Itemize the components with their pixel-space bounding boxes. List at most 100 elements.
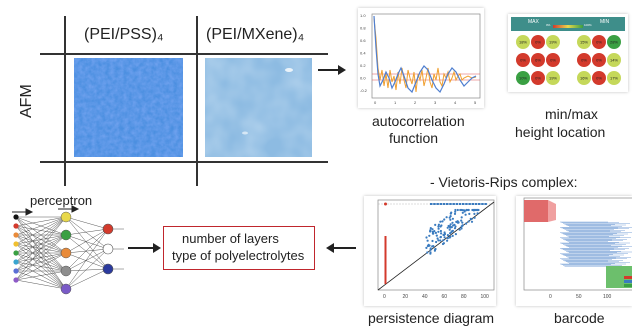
ac-ytick-label: 0.2 — [360, 63, 366, 68]
minmax-cell-label: 10% — [519, 76, 527, 81]
minmax-caption-2: height location — [515, 124, 606, 140]
ac-xtick-label: 0 — [374, 100, 377, 105]
minmax-cell — [577, 53, 591, 67]
minmax-cell-label: 0% — [550, 58, 556, 63]
minmax-cell-label: 0% — [596, 40, 602, 45]
autocorrelation-caption-2: function — [389, 130, 439, 146]
pd-xtick-label: 60 — [442, 294, 448, 300]
minmax-cell — [546, 35, 560, 49]
ac-xtick-label: 5 — [474, 100, 477, 105]
minmax-cell — [592, 53, 606, 67]
ac-ytick-label: 0.4 — [360, 51, 366, 56]
table-bottom-line — [40, 161, 328, 163]
afm-image-pei-mxene — [205, 58, 312, 157]
minmax-heatmap: MAX MIN 0% 100% 18% 0% 19% 0% 6% 0% 10% 0% 19% 15… — [508, 14, 628, 92]
col-header-pei-mxene: (PEI/MXene)₄ — [206, 26, 305, 43]
ac-ytick-label: 1.0 — [360, 13, 366, 18]
vietoris-rips-title: - Vietoris-Rips complex: — [430, 174, 578, 190]
minmax-header-bar — [511, 17, 625, 31]
ac-ytick-label: 0.8 — [360, 26, 366, 31]
minmax-cell — [531, 53, 545, 67]
input-node — [13, 232, 19, 238]
autocorrelation-caption-1: autocorrelation — [372, 113, 465, 129]
minmax-cell-label: 0% — [596, 76, 602, 81]
autocorrelation-plot: 1.0 0.8 0.6 0.4 0.2 0.0 -0.2 0 1 2 3 4 5 — [358, 8, 484, 108]
table-vertical-line-1 — [64, 16, 66, 186]
colorbar — [553, 25, 583, 28]
hidden-node — [60, 229, 72, 241]
input-node — [13, 250, 19, 256]
input-node — [13, 223, 19, 229]
input-node — [13, 268, 19, 274]
minmax-cell — [607, 53, 621, 67]
ac-ytick-label: 0.6 — [360, 38, 366, 43]
minmax-cell-label: 15% — [580, 40, 588, 45]
hidden-node — [60, 283, 72, 295]
minmax-cell-label: 14% — [610, 58, 618, 63]
colorbar-right-label: 100% — [584, 23, 592, 27]
table-vertical-line-2 — [196, 16, 198, 186]
minmax-cell-label: 17% — [610, 76, 618, 81]
blue-series-line — [373, 15, 477, 94]
arrow-left — [326, 243, 356, 253]
pd-xtick-label: 20 — [403, 294, 409, 300]
minmax-cell — [607, 35, 621, 49]
header-min: MIN — [600, 19, 610, 25]
pd-xtick-label: 100 — [481, 294, 490, 300]
output-node — [102, 223, 114, 235]
output-line-1: number of layers — [182, 231, 279, 246]
minmax-cell — [577, 71, 591, 85]
minmax-cell-label: 16% — [580, 76, 588, 81]
perceptron-label: perceptron — [30, 193, 93, 208]
input-node — [13, 214, 19, 220]
minmax-cell — [516, 35, 530, 49]
table-header-line — [40, 53, 328, 55]
input-node — [13, 241, 19, 247]
minmax-cell — [577, 35, 591, 49]
ac-ytick-label: -0.2 — [360, 88, 368, 93]
minmax-cell-label: 19% — [549, 76, 557, 81]
bc-xtick-label: 50 — [576, 294, 582, 300]
pd-xtick-label: 80 — [461, 294, 467, 300]
colorbar-left-label: 0% — [546, 23, 551, 27]
hidden-node — [60, 247, 72, 259]
minmax-cell — [546, 71, 560, 85]
persistence-caption: persistence diagram — [368, 310, 495, 326]
minmax-cell — [592, 71, 606, 85]
minmax-cell — [546, 53, 560, 67]
hidden-node — [60, 211, 72, 223]
minmax-cell-label: 6% — [535, 58, 541, 63]
h0-bar-points — [384, 236, 387, 284]
afm-image-pei-pss — [74, 58, 183, 157]
ac-xtick-label: 3 — [434, 100, 437, 105]
arrow-right-2 — [128, 243, 161, 253]
perceptron-network — [12, 205, 124, 295]
minmax-cell — [516, 71, 530, 85]
minmax-cell — [531, 35, 545, 49]
pd-xtick-label: 0 — [383, 294, 386, 300]
bc-xtick-label: 100 — [603, 294, 612, 300]
persistence-diagram: 0 20 40 60 80 100 — [364, 196, 496, 306]
barcode-caption: barcode — [554, 310, 605, 326]
minmax-cell-label: 19% — [549, 40, 557, 45]
ac-xtick-label: 1 — [394, 100, 397, 105]
output-node — [102, 263, 114, 275]
minmax-cell — [531, 71, 545, 85]
input-node — [13, 259, 19, 265]
output-node — [102, 243, 114, 255]
output-box — [163, 226, 315, 270]
barcode-plot: 0 50 100 — [516, 196, 632, 306]
row-label-afm: AFM — [18, 84, 35, 118]
bc-xtick-label: 0 — [549, 294, 552, 300]
minmax-cell-label: 0% — [535, 40, 541, 45]
ac-ytick-label: 0.0 — [360, 76, 366, 81]
minmax-cell-label: 0% — [520, 58, 526, 63]
col-header-pei-pss: (PEI/PSS)₄ — [84, 26, 164, 43]
header-max: MAX — [528, 19, 539, 25]
ac-xtick-label: 2 — [414, 100, 417, 105]
minmax-cell-label: 0% — [535, 76, 541, 81]
minmax-cell — [516, 53, 530, 67]
minmax-cell — [592, 35, 606, 49]
minmax-cell — [607, 71, 621, 85]
input-node — [13, 277, 19, 283]
